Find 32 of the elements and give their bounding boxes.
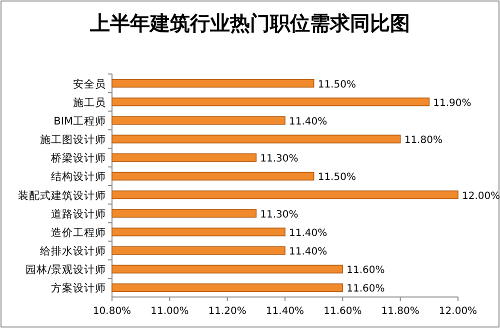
data-label: 11.60% — [346, 284, 385, 295]
x-tick-label: 12.00% — [438, 306, 478, 317]
y-tick-label: 施工员 — [73, 96, 106, 109]
y-tick-label: 园林/景观设计师 — [25, 263, 106, 276]
x-tick-label: 11.20% — [208, 306, 246, 317]
y-tick-label: 桥梁设计师 — [50, 152, 106, 165]
x-tick-label: 11.40% — [266, 306, 304, 317]
data-label: 12.00% — [462, 190, 500, 202]
data-label: 11.90% — [433, 98, 472, 109]
x-tick-label: 11.00% — [150, 306, 189, 317]
data-label: 11.40% — [289, 116, 328, 128]
chart-title: 上半年建筑行业热门职位需求同比图 — [89, 11, 410, 35]
data-label: 11.30% — [260, 154, 298, 165]
data-label: 11.60% — [346, 265, 385, 276]
data-label: 11.30% — [260, 209, 298, 220]
y-tick-label: 方案设计师 — [51, 282, 106, 295]
x-tick-label: 11.80% — [381, 306, 420, 317]
y-tick-label: 装配式建筑设计师 — [18, 188, 106, 202]
data-label: 11.50% — [318, 79, 356, 90]
data-label: 11.80% — [404, 135, 442, 146]
y-tick-label: 施工图设计师 — [40, 133, 106, 146]
y-tick-label: 造价工程师 — [51, 226, 106, 239]
y-tick-label: 给排水设计师 — [40, 244, 106, 258]
y-tick-label: 道路设计师 — [51, 207, 106, 220]
y-tick-label: 结构设计师 — [51, 170, 106, 184]
x-tick-label: 10.80% — [92, 306, 132, 317]
data-label: 11.50% — [318, 172, 356, 184]
data-label: 11.40% — [289, 228, 328, 239]
x-tick-label: 11.60% — [324, 306, 362, 317]
data-label: 11.40% — [289, 246, 328, 258]
y-tick-label: BIM工程师 — [54, 115, 106, 128]
y-tick-label: 安全员 — [73, 77, 106, 90]
